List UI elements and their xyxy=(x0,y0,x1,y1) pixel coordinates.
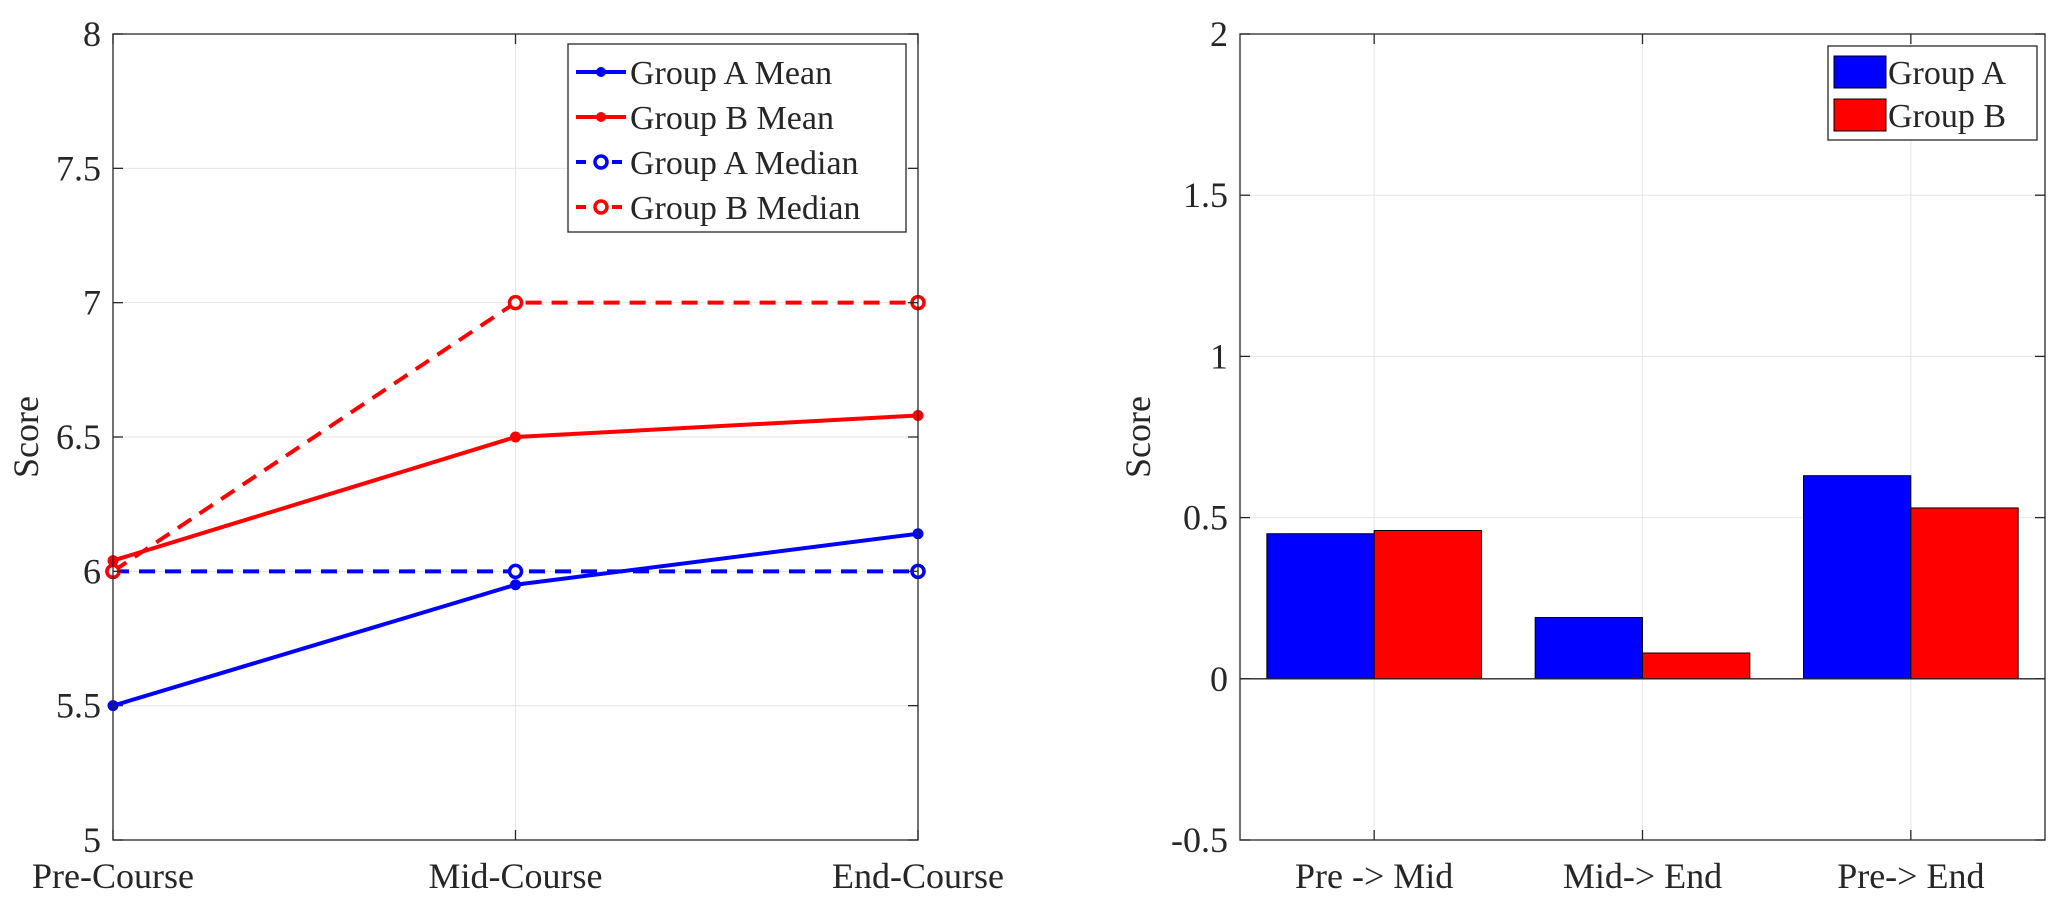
y-tick-label: 5.5 xyxy=(56,686,101,726)
y-tick-label: 8 xyxy=(83,14,101,54)
data-point xyxy=(510,431,521,443)
x-tick-label: Mid-Course xyxy=(429,856,603,896)
y-tick-label: 1.5 xyxy=(1183,175,1228,215)
y-axis-label: Score xyxy=(1118,396,1158,478)
x-tick-label: Pre-Course xyxy=(32,856,194,896)
data-point xyxy=(510,579,521,591)
y-tick-label: 6 xyxy=(83,551,101,591)
data-point xyxy=(507,294,524,311)
y-tick-label: 6.5 xyxy=(56,417,101,457)
bar-group-b xyxy=(1373,529,1482,680)
bar-group-b xyxy=(1910,507,2019,680)
legend: Group A Mean Group B Mean Group A Median Gr… xyxy=(567,43,907,233)
bar-chart: -0.5 0 0.5 1 1.5 2 Pre -> Mid Mid-> End Pre-> En… xyxy=(1118,14,2046,896)
y-tick-label: 5 xyxy=(83,820,101,860)
bar-group-b xyxy=(1642,652,1751,680)
x-tick-label: Mid-> End xyxy=(1563,856,1722,896)
bar-group-a xyxy=(1534,617,1643,680)
y-tick-label: 2 xyxy=(1210,14,1228,54)
legend-swatch xyxy=(1833,55,1887,89)
legend-marker xyxy=(593,199,609,215)
y-tick-label: 7.5 xyxy=(56,148,101,188)
legend-label: Group A Median xyxy=(630,145,859,182)
bar-group-a xyxy=(1266,533,1375,680)
y-tick-label: 0 xyxy=(1210,659,1228,699)
data-point xyxy=(507,563,524,580)
line-chart: 5 5.5 6 6.5 7 7.5 8 Pre-Course Mid-Course End-Cou… xyxy=(6,14,1004,896)
legend-label: Group A Mean xyxy=(630,55,832,92)
y-tick-label: 7 xyxy=(83,283,101,323)
x-tick-label: End-Course xyxy=(832,856,1004,896)
legend-label: Group B Median xyxy=(630,190,860,227)
x-tick-label: Pre -> Mid xyxy=(1295,856,1453,896)
legend-marker xyxy=(596,67,606,77)
legend-marker xyxy=(593,154,609,170)
legend-box xyxy=(567,43,907,233)
legend-label: Group A xyxy=(1888,55,2007,92)
y-tick-label: 1 xyxy=(1210,336,1228,376)
legend-label: Group B Mean xyxy=(630,100,834,137)
y-tick-label: 0.5 xyxy=(1183,498,1228,538)
x-tick-label: Pre-> End xyxy=(1837,856,1984,896)
bar-group-a xyxy=(1803,475,1912,680)
legend: Group A Group B xyxy=(1827,45,2038,141)
y-axis-label: Score xyxy=(6,396,46,478)
y-tick-label: -0.5 xyxy=(1171,820,1228,860)
legend-swatch xyxy=(1833,98,1887,132)
legend-marker xyxy=(596,112,606,122)
legend-label: Group B xyxy=(1888,98,2006,135)
